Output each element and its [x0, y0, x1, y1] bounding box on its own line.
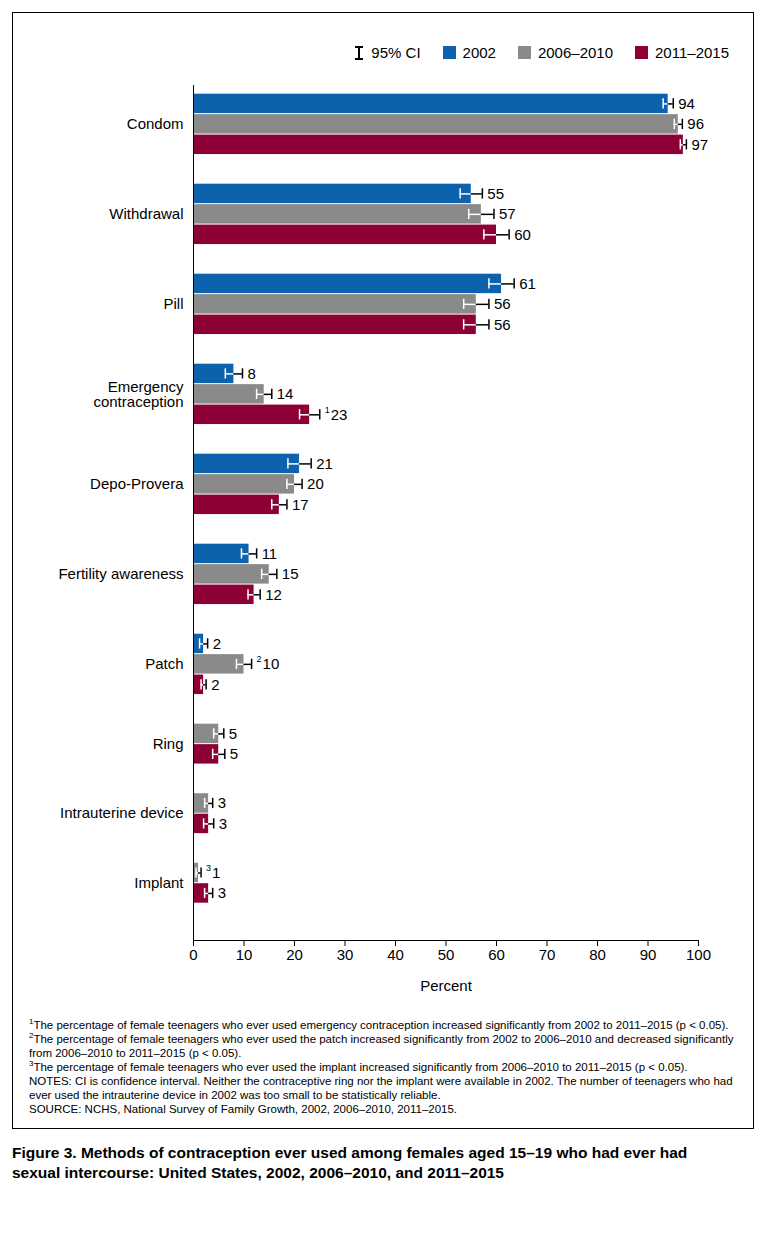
- html-text:1The percentage of female teen: 1The percentage of female teenagers who …: [29, 1017, 729, 1031]
- html-text:3The percentage of female teen: 3The percentage of female teenagers who …: [29, 1059, 688, 1073]
- svg-text:56: 56: [494, 295, 511, 312]
- svg-text:50: 50: [438, 946, 455, 963]
- svg-text:Intrauterine device: Intrauterine device: [60, 804, 183, 821]
- svg-text:Withdrawal: Withdrawal: [109, 205, 183, 222]
- svg-text:12: 12: [265, 586, 282, 603]
- svg-text:60: 60: [488, 946, 505, 963]
- svg-text:0: 0: [189, 946, 197, 963]
- svg-text:Fertility awareness: Fertility awareness: [58, 565, 183, 582]
- svg-text:23: 23: [331, 406, 348, 423]
- svg-text:2: 2: [213, 635, 221, 652]
- svg-text:2: 2: [257, 654, 262, 664]
- svg-text:20: 20: [286, 946, 303, 963]
- svg-text:55: 55: [487, 185, 504, 202]
- svg-text:15: 15: [282, 565, 299, 582]
- svg-text:56: 56: [494, 316, 511, 333]
- svg-text:Condom: Condom: [127, 115, 184, 132]
- html-text:95% CI: 95% CI: [371, 44, 421, 61]
- html-text:Figure 3. Methods of contracep: Figure 3. Methods of contraception ever …: [12, 1144, 688, 1181]
- svg-text:3: 3: [219, 815, 227, 832]
- svg-text:10: 10: [236, 946, 253, 963]
- svg-text:30: 30: [337, 946, 354, 963]
- svg-text:61: 61: [519, 275, 536, 292]
- svg-text:Implant: Implant: [134, 874, 184, 891]
- svg-text:5: 5: [230, 745, 238, 762]
- svg-text:3: 3: [218, 884, 226, 901]
- svg-text:Ring: Ring: [153, 735, 184, 752]
- html-text:2The percentage of female teen: 2The percentage of female teenagers who …: [29, 1031, 734, 1059]
- svg-text:Emergencycontraception: Emergencycontraception: [93, 378, 184, 410]
- svg-text:11: 11: [262, 545, 278, 562]
- svg-text:100: 100: [686, 946, 711, 963]
- html-text:2002: 2002: [462, 44, 496, 61]
- svg-text:3: 3: [218, 794, 226, 811]
- svg-text:94: 94: [678, 95, 695, 112]
- html-text:2006–2010: 2006–2010: [537, 44, 613, 61]
- svg-text:8: 8: [247, 365, 255, 382]
- svg-text:2: 2: [211, 676, 219, 693]
- svg-text:80: 80: [589, 946, 606, 963]
- svg-text:97: 97: [691, 136, 708, 153]
- svg-text:14: 14: [277, 385, 294, 402]
- svg-text:Percent: Percent: [420, 977, 473, 994]
- svg-text:90: 90: [640, 946, 657, 963]
- svg-text:1: 1: [212, 864, 220, 881]
- svg-text:5: 5: [229, 725, 237, 742]
- svg-text:57: 57: [499, 205, 516, 222]
- svg-text:21: 21: [316, 455, 333, 472]
- svg-text:10: 10: [263, 655, 280, 672]
- svg-text:17: 17: [292, 496, 309, 513]
- html-text:2011–2015: 2011–2015: [655, 44, 729, 61]
- svg-text:Depo-Provera: Depo-Provera: [90, 475, 184, 492]
- svg-text:20: 20: [307, 475, 324, 492]
- svg-text:3: 3: [206, 863, 211, 873]
- svg-text:1: 1: [325, 405, 330, 415]
- svg-text:Pill: Pill: [163, 295, 183, 312]
- svg-text:40: 40: [387, 946, 404, 963]
- svg-text:70: 70: [539, 946, 556, 963]
- html-text:NOTES: CI is confidence interv: NOTES: CI is confidence interval. Neithe…: [29, 1075, 733, 1101]
- svg-text:60: 60: [514, 226, 531, 243]
- svg-text:Patch: Patch: [145, 655, 183, 672]
- svg-text:96: 96: [687, 115, 704, 132]
- html-text:SOURCE: NCHS, National Survey: SOURCE: NCHS, National Survey of Family …: [29, 1103, 458, 1115]
